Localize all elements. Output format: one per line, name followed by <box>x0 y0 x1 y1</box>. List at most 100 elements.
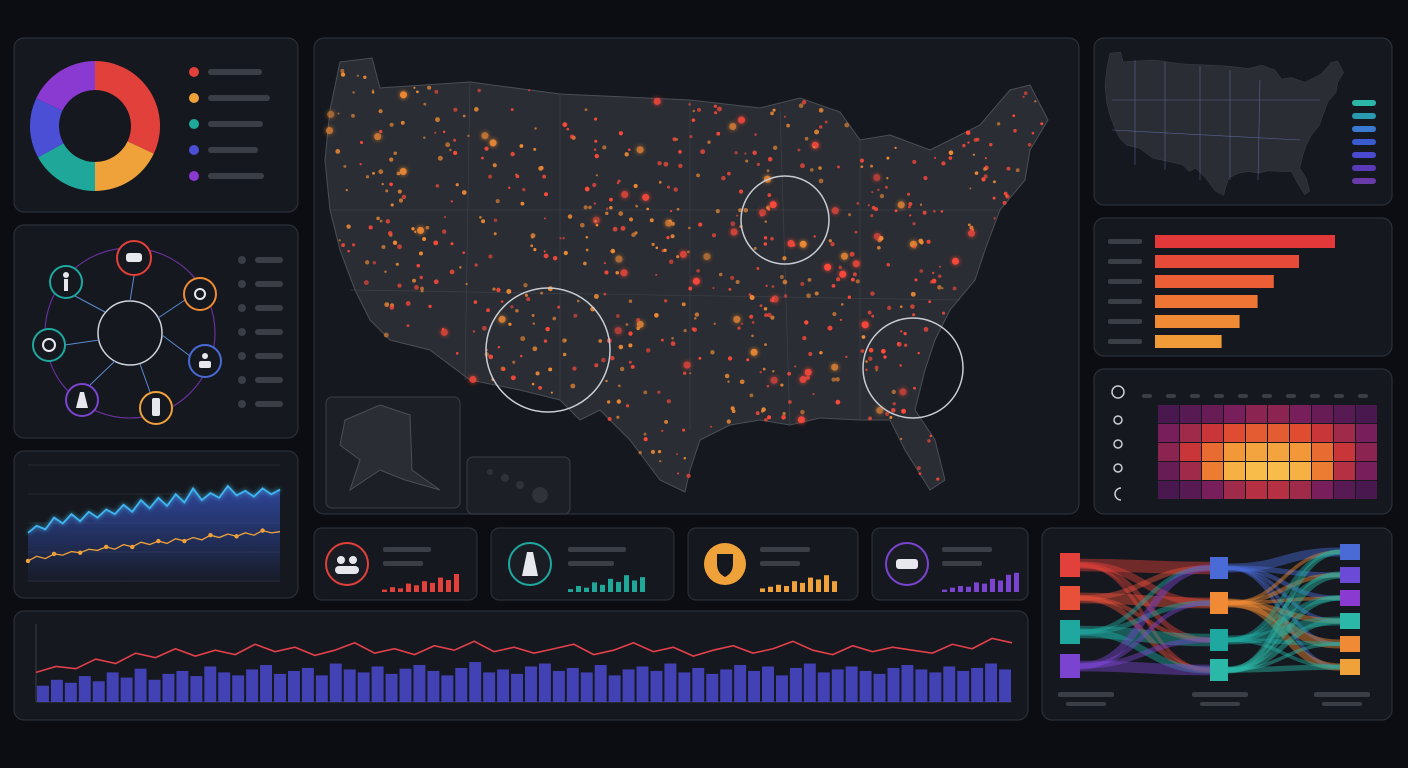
city-dot <box>847 295 852 299</box>
kpi-bar <box>950 587 955 592</box>
city-dot <box>770 376 778 384</box>
city-dot <box>419 251 423 256</box>
city-dot <box>411 227 415 231</box>
city-dot <box>453 150 458 155</box>
timeline-bar <box>497 669 510 702</box>
flow-node <box>1340 659 1360 675</box>
timeline-bar <box>455 667 468 702</box>
city-dot <box>756 267 760 270</box>
timeline-bar <box>427 670 440 702</box>
city-dot <box>836 277 841 282</box>
city-dot <box>628 360 632 364</box>
city-dot <box>658 180 662 184</box>
city-dot <box>605 211 609 216</box>
ranking-bar <box>1155 255 1299 268</box>
timeline-panel <box>13 610 1029 721</box>
city-dot <box>562 237 565 240</box>
city-dot <box>688 286 693 291</box>
city-dot <box>643 390 648 395</box>
city-dot <box>488 354 494 360</box>
city-dot <box>927 439 931 443</box>
us-map <box>324 57 1049 493</box>
city-dot <box>838 265 843 270</box>
city-dot <box>507 186 511 190</box>
city-dot <box>942 311 946 315</box>
city-dot <box>531 382 535 386</box>
city-dot <box>398 198 404 203</box>
city-dot <box>486 308 490 313</box>
city-dot <box>660 429 664 433</box>
heatmap-cell <box>1246 443 1267 461</box>
city-dot <box>824 263 832 271</box>
city-dot <box>450 242 454 246</box>
city-dot <box>433 240 439 246</box>
city-dot <box>703 253 711 261</box>
city-dot <box>880 348 886 354</box>
city-dot <box>653 97 661 105</box>
city-dot <box>643 437 648 442</box>
heatmap-col-label <box>1190 394 1200 398</box>
city-dot <box>493 232 497 236</box>
city-dot <box>981 177 986 182</box>
city-dot <box>544 192 548 197</box>
timeline-bar <box>538 663 551 702</box>
kpi-bar <box>768 586 773 592</box>
city-dot <box>794 365 797 368</box>
flow-link <box>1079 600 1211 669</box>
flow-link <box>1227 599 1341 671</box>
city-dot <box>668 259 674 265</box>
city-dot <box>683 457 687 460</box>
city-dot <box>671 336 674 340</box>
city-dot <box>624 152 629 157</box>
trend-point <box>51 551 57 557</box>
city-dot <box>633 183 638 189</box>
timeline-bar <box>343 669 356 702</box>
trend-point <box>234 534 239 539</box>
city-dot <box>682 371 687 375</box>
city-dot <box>489 139 497 147</box>
city-dot <box>572 366 577 371</box>
city-dot <box>379 219 383 223</box>
city-dot <box>819 350 823 355</box>
city-dot <box>767 193 772 198</box>
timeline-bar <box>817 672 830 702</box>
flow-node <box>1060 553 1080 577</box>
city-dot <box>764 313 768 317</box>
city-dot <box>698 222 703 227</box>
kpi-bar <box>608 578 613 592</box>
city-dot <box>618 344 624 350</box>
kpi-bar <box>784 586 789 592</box>
kpi-bar <box>624 575 629 592</box>
city-dot <box>583 205 588 210</box>
city-dot <box>1012 114 1016 118</box>
city-dot <box>617 179 621 183</box>
city-dot <box>345 189 348 192</box>
city-dot <box>839 318 842 321</box>
city-dot <box>628 299 633 303</box>
city-dot <box>376 216 380 221</box>
timeline-bar <box>748 670 761 702</box>
timeline-bar <box>399 668 412 702</box>
city-dot <box>686 473 691 478</box>
city-dot <box>800 163 805 169</box>
kpi-bar <box>800 582 805 592</box>
city-dot <box>449 269 455 275</box>
city-dot <box>900 330 903 333</box>
timeline-bar <box>901 665 914 702</box>
city-dot <box>860 349 865 353</box>
city-dot <box>894 146 897 150</box>
ranking-bar <box>1155 335 1222 348</box>
heatmap-cell <box>1158 443 1179 461</box>
city-dot <box>781 414 786 420</box>
city-dot <box>859 158 865 163</box>
city-dot <box>770 237 774 241</box>
timeline-bar <box>734 665 747 702</box>
trend-point <box>182 538 187 544</box>
city-dot <box>804 136 809 141</box>
city-dot <box>799 376 807 384</box>
kpi-bar <box>760 588 765 592</box>
city-dot <box>397 283 402 288</box>
city-dot <box>903 332 907 336</box>
city-dot <box>397 189 402 194</box>
city-dot <box>786 123 790 128</box>
